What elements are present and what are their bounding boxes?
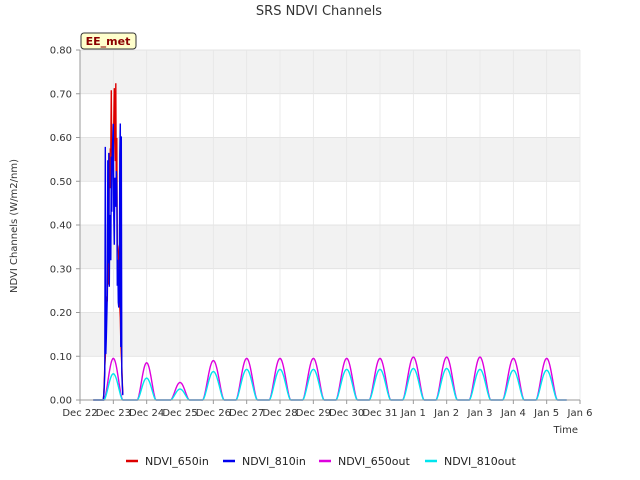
y-tick-label: 0.80	[50, 46, 72, 57]
badge-label: EE_met	[86, 35, 131, 48]
x-tick-label: Jan 5	[533, 408, 559, 419]
y-tick-label: 0.20	[50, 308, 72, 319]
y-tick-label: 0.00	[50, 396, 72, 407]
plot-band	[80, 225, 580, 269]
x-tick-label: Dec 29	[296, 408, 331, 419]
plot-band	[80, 50, 580, 94]
badge-box	[80, 32, 137, 50]
legend-label: NDVI_650in	[145, 455, 209, 468]
x-tick-label: Dec 26	[196, 408, 231, 419]
x-tick-label: Dec 23	[96, 408, 131, 419]
legend: NDVI_650in NDVI_810in NDVI_650out NDVI_810o…	[126, 455, 516, 468]
x-tick-label: Jan 2	[433, 408, 459, 419]
chart-title: SRS NDVI Channels	[256, 4, 382, 19]
x-axis-label: Time	[553, 425, 578, 436]
x-tick-label: Dec 28	[262, 408, 297, 419]
y-tick-label: 0.60	[50, 133, 72, 144]
y-tick-label: 0.40	[50, 221, 72, 232]
x-tick-label: Dec 25	[162, 408, 197, 419]
x-tick-label: Dec 27	[229, 408, 264, 419]
plot-band	[80, 137, 580, 182]
x-tick-label: Jan 6	[567, 408, 593, 419]
x-tick-label: Dec 22	[62, 408, 97, 419]
y-tick-label: 0.50	[50, 177, 72, 188]
x-tick-label: Dec 24	[129, 408, 164, 419]
y-tick-label: 0.70	[50, 89, 72, 100]
legend-label: NDVI_650out	[338, 455, 410, 468]
x-tick-label: Jan 3	[467, 408, 493, 419]
series-line-ndvi-810in	[93, 123, 124, 401]
y-tick-label: 0.10	[50, 352, 72, 363]
y-tick-label: 0.30	[50, 264, 72, 275]
series-line-ndvi-810out	[93, 367, 567, 401]
legend-label: NDVI_810out	[444, 455, 516, 468]
badge: EE_met	[80, 32, 137, 50]
x-tick-label: Jan 1	[400, 408, 426, 419]
x-tick-label: Dec 30	[329, 408, 364, 419]
y-axis-label: NDVI Channels (W/m2/nm)	[9, 159, 20, 293]
legend-label: NDVI_810in	[242, 455, 306, 468]
plot-band	[80, 312, 580, 357]
x-tick-label: Dec 31	[362, 408, 397, 419]
y-tick-labels: 0.00 0.10 0.20 0.30 0.40 0.50 0.60 0.70 0.80	[50, 46, 80, 407]
series-lines	[93, 83, 567, 401]
x-tick-label: Jan 4	[500, 408, 526, 419]
